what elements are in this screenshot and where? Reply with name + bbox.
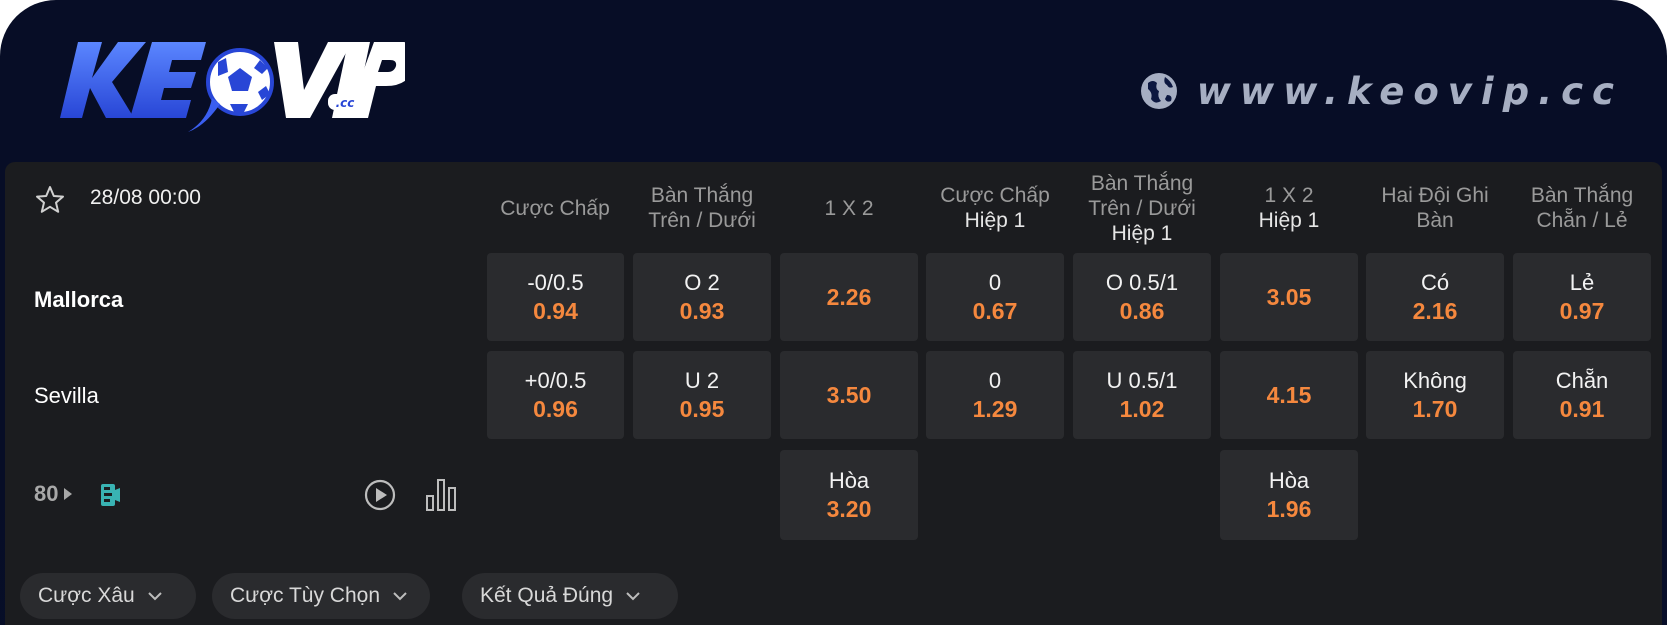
- header-h1-over-under: Bàn Thắng Trên / Dưới Hiệp 1: [1071, 170, 1213, 246]
- header-h1-1x2-line2: Hiệp 1: [1258, 209, 1320, 232]
- odd-cell-odd[interactable]: Lẻ 0.97: [1513, 253, 1651, 341]
- odd-line: 0: [988, 269, 1002, 295]
- tab-parlay[interactable]: Cược Xâu: [20, 573, 196, 619]
- odd-line: -0/0.5: [527, 269, 584, 295]
- site-url-text[interactable]: www.keovip.cc: [1196, 69, 1623, 113]
- site-url-bar: www.keovip.cc: [1139, 66, 1623, 116]
- header-btts: Hai Đội Ghi Bàn: [1364, 170, 1506, 246]
- caret-right-icon: [64, 488, 73, 500]
- odd-cell-away-h1-handicap[interactable]: 0 1.29: [926, 351, 1064, 439]
- odd-value: 1.96: [1266, 495, 1312, 522]
- tab-parlay-label: Cược Xâu: [38, 584, 135, 607]
- play-icon[interactable]: [364, 479, 396, 511]
- header-h1-ou-line1: Bàn Thắng: [1090, 171, 1194, 195]
- odd-value: 4.15: [1266, 381, 1312, 408]
- header-odd-even: Bàn Thắng Chẵn / Lẻ: [1511, 170, 1653, 246]
- header-h1-ou-line3: Hiệp 1: [1111, 221, 1173, 245]
- odd-value: 3.50: [826, 381, 872, 408]
- chevron-down-icon: [626, 592, 640, 601]
- odd-cell-btts-no[interactable]: Không 1.70: [1366, 351, 1504, 439]
- odd-line: O 2: [684, 269, 720, 295]
- header-btts-line2: Bàn: [1416, 209, 1454, 232]
- header-ou-line1: Bàn Thắng: [650, 184, 754, 207]
- odd-cell-away-over-under[interactable]: U 2 0.95: [633, 351, 771, 439]
- header-1x2: 1 X 2: [778, 170, 920, 246]
- tab-correct-score[interactable]: Kết Quả Đúng: [462, 573, 678, 619]
- odd-line: 0: [988, 367, 1002, 393]
- header-odd-even-line2: Chẵn / Lẻ: [1536, 209, 1628, 232]
- odd-cell-home-1x2[interactable]: 2.26: [780, 253, 918, 341]
- odd-value: 0.67: [972, 297, 1018, 324]
- odd-cell-home-h1-1x2[interactable]: 3.05: [1220, 253, 1358, 341]
- odd-line: U 2: [684, 367, 720, 393]
- header-h1-ou-line2: Trên / Dưới: [1088, 196, 1196, 220]
- away-team-name: Sevilla: [34, 383, 99, 408]
- chevron-down-icon: [393, 592, 407, 601]
- odd-value: 2.26: [826, 283, 872, 310]
- header-h1-1x2: 1 X 2 Hiệp 1: [1218, 170, 1360, 246]
- odd-value: 0.93: [679, 297, 725, 324]
- odd-line: U 0.5/1: [1106, 367, 1178, 393]
- odd-value: 3.20: [826, 495, 872, 522]
- odd-value: 1.70: [1412, 395, 1458, 422]
- header-ou-line2: Trên / Dưới: [648, 209, 756, 232]
- odd-cell-away-handicap[interactable]: +0/0.5 0.96: [487, 351, 624, 439]
- odd-value: 0.94: [533, 297, 578, 324]
- more-markets-link[interactable]: 80: [34, 481, 74, 507]
- stream-icon[interactable]: [98, 482, 122, 508]
- odd-value: 0.91: [1559, 395, 1605, 422]
- odd-cell-home-h1-over-under[interactable]: O 0.5/1 0.86: [1073, 253, 1211, 341]
- header-over-under: Bàn Thắng Trên / Dưới: [631, 170, 773, 246]
- header-btts-line1: Hai Đội Ghi: [1381, 184, 1489, 207]
- match-datetime: 28/08 00:00: [90, 186, 201, 209]
- odd-cell-home-handicap[interactable]: -0/0.5 0.94: [487, 253, 624, 341]
- odd-value: 0.96: [533, 395, 578, 422]
- header-handicap-label: Cược Chấp: [500, 196, 610, 220]
- globe-icon: [1140, 73, 1177, 109]
- odd-line: Hòa: [1268, 467, 1310, 493]
- header-h1-handicap: Cược Chấp Hiệp 1: [924, 170, 1066, 246]
- odd-cell-away-1x2[interactable]: 3.50: [780, 351, 918, 439]
- header-h1-1x2-line1: 1 X 2: [1264, 184, 1314, 207]
- odd-line: +0/0.5: [524, 367, 587, 393]
- tab-correct-score-label: Kết Quả Đúng: [480, 584, 614, 607]
- more-markets-count: 80: [34, 481, 59, 506]
- header-1x2-label: 1 X 2: [824, 196, 874, 220]
- odd-line: Hòa: [828, 467, 870, 493]
- odd-cell-away-h1-over-under[interactable]: U 0.5/1 1.02: [1073, 351, 1211, 439]
- odd-line: O 0.5/1: [1105, 269, 1179, 295]
- odd-line: Không: [1403, 367, 1467, 393]
- chevron-down-icon: [147, 592, 162, 601]
- odd-value: 0.86: [1119, 297, 1165, 324]
- odd-line: Có: [1420, 269, 1450, 295]
- odd-value: 1.29: [972, 395, 1018, 422]
- odd-cell-away-h1-1x2[interactable]: 4.15: [1220, 351, 1358, 439]
- odd-line: Chẵn: [1555, 367, 1609, 393]
- tab-custom-bet[interactable]: Cược Tùy Chọn: [212, 573, 430, 619]
- odd-cell-draw-h1-1x2[interactable]: Hòa 1.96: [1220, 450, 1358, 540]
- stats-icon[interactable]: [424, 476, 458, 512]
- star-icon[interactable]: [34, 184, 66, 216]
- odd-cell-home-h1-handicap[interactable]: 0 0.67: [926, 253, 1064, 341]
- header-h1-handicap-line1: Cược Chấp: [940, 184, 1050, 207]
- header-h1-handicap-line2: Hiệp 1: [964, 209, 1026, 232]
- header-handicap: Cược Chấp: [484, 170, 626, 246]
- logo-tld: .cc: [336, 96, 355, 110]
- odd-value: 2.16: [1412, 297, 1458, 324]
- header-odd-even-line1: Bàn Thắng: [1530, 184, 1634, 207]
- odd-cell-even[interactable]: Chẵn 0.91: [1513, 351, 1651, 439]
- odd-value: 1.02: [1119, 395, 1165, 422]
- home-team-name: Mallorca: [34, 287, 124, 312]
- odd-cell-btts-yes[interactable]: Có 2.16: [1366, 253, 1504, 341]
- odd-cell-draw-1x2[interactable]: Hòa 3.20: [780, 450, 918, 540]
- odd-value: 3.05: [1266, 283, 1312, 310]
- odd-cell-home-over-under[interactable]: O 2 0.93: [633, 253, 771, 341]
- tab-custom-bet-label: Cược Tùy Chọn: [230, 584, 380, 607]
- keovip-logo[interactable]: .cc: [60, 28, 405, 143]
- odd-line: Lẻ: [1569, 269, 1595, 295]
- odd-value: 0.95: [679, 395, 725, 422]
- odd-value: 0.97: [1559, 297, 1605, 324]
